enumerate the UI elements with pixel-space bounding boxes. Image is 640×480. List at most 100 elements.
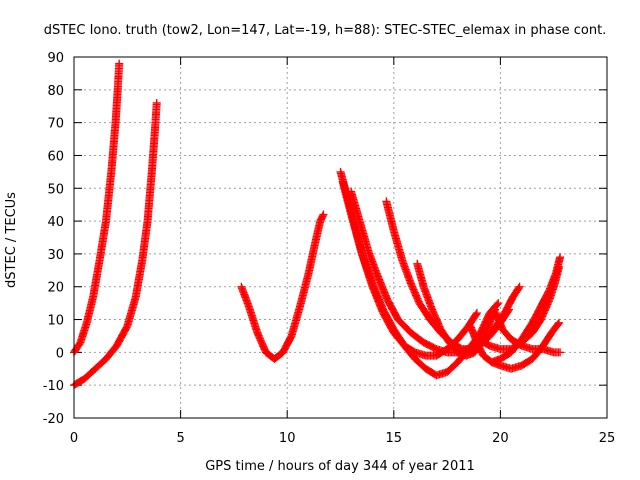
x-tick-label: 0: [70, 431, 78, 446]
marker-trail: [519, 355, 536, 369]
plot-frame: [73, 56, 608, 419]
marker-trail: [379, 307, 398, 332]
marker-trail: [95, 218, 110, 263]
marker-trail: [446, 339, 461, 356]
series-3: [237, 210, 328, 363]
marker-trail: [444, 359, 461, 375]
marker-trail: [356, 218, 372, 254]
data-point: [319, 210, 328, 219]
marker-trail: [390, 228, 406, 263]
marker-trail: [147, 126, 159, 175]
marker-trail: [92, 356, 109, 372]
marker-trail: [271, 349, 286, 362]
marker-trail: [529, 316, 545, 336]
y-tick-label: -10: [43, 379, 64, 394]
marker-trail: [401, 342, 419, 362]
marker-trail: [407, 280, 423, 306]
marker-trail: [499, 326, 514, 343]
y-axis-label: dSTEC / TECUs: [4, 192, 19, 288]
marker-trail: [416, 300, 434, 323]
marker-trail: [539, 329, 555, 349]
marker-trail: [81, 365, 99, 382]
marker-trail: [395, 316, 414, 336]
y-tick-label: 50: [47, 182, 64, 197]
marker-trail: [254, 330, 270, 355]
data-point: [494, 299, 503, 308]
series-2: [70, 98, 161, 390]
y-tick-label: -20: [43, 412, 64, 427]
x-tick-label: 25: [599, 431, 616, 446]
x-tick-labels: 0 5 10 15 20 25: [70, 431, 615, 446]
y-tick-label: 0: [56, 346, 64, 361]
marker-trail: [467, 323, 481, 346]
axis-ticks: [73, 56, 608, 419]
marker-trail: [364, 248, 381, 277]
marker-trail: [123, 294, 140, 329]
marker-trail: [537, 297, 553, 323]
marker-trail: [398, 258, 415, 286]
y-tick-label: 30: [47, 248, 64, 263]
marker-trail: [245, 303, 261, 336]
y-tick-labels: -20 -10 0 10 20 30 40 50 60 70 80 90: [43, 51, 64, 427]
marker-trail: [413, 261, 428, 290]
marker-trail: [311, 218, 324, 247]
x-axis-label: GPS time / hours of day 344 of year 2011: [205, 459, 475, 474]
marker-trail: [347, 212, 366, 257]
marker-trail: [102, 342, 120, 362]
marker-trail: [501, 293, 517, 316]
marker-trail: [552, 254, 564, 277]
x-tick-label: 5: [176, 431, 184, 446]
marker-trail: [518, 320, 536, 342]
y-tick-label: 10: [47, 314, 64, 329]
marker-trail: [279, 333, 295, 355]
marker-trail: [71, 375, 88, 389]
marker-trail: [76, 320, 91, 346]
marker-trail: [428, 307, 445, 332]
y-tick-label: 80: [47, 84, 64, 99]
marker-trail: [476, 336, 493, 349]
data-point: [515, 282, 524, 291]
marker-trail: [412, 356, 429, 372]
x-tick-label: 15: [386, 431, 403, 446]
marker-trail: [369, 280, 387, 313]
data-series: [70, 59, 565, 390]
marker-trail: [508, 336, 525, 356]
marker-trail: [304, 241, 319, 277]
data-point: [555, 318, 564, 327]
marker-trail: [113, 61, 124, 93]
marker-trail: [89, 258, 104, 300]
marker-trail: [497, 349, 514, 363]
marker-trail: [437, 326, 453, 346]
marker-trail: [138, 218, 152, 263]
marker-trail: [510, 284, 523, 300]
series-1: [70, 59, 124, 357]
data-point: [115, 59, 124, 68]
marker-trail: [384, 297, 402, 323]
series-5: [338, 177, 503, 380]
x-tick-label: 10: [279, 431, 296, 446]
marker-trail: [408, 329, 427, 346]
marker-trail: [473, 339, 487, 359]
marker-trail: [529, 303, 545, 326]
y-tick-label: 70: [47, 117, 64, 132]
y-tick-label: 20: [47, 281, 64, 296]
data-point: [472, 308, 481, 317]
data-point: [556, 253, 565, 262]
marker-trail: [113, 323, 131, 349]
marker-trail: [107, 120, 120, 175]
marker-trail: [296, 271, 313, 309]
marker-trail: [492, 310, 506, 332]
series-8: [413, 259, 500, 360]
y-tick-label: 90: [47, 51, 64, 66]
marker-trail: [420, 284, 436, 313]
marker-trail: [475, 310, 494, 339]
marker-trail: [382, 198, 398, 234]
marker-trail: [132, 258, 146, 300]
marker-trail: [529, 342, 547, 362]
marker-trail: [151, 100, 161, 132]
marker-trail: [70, 339, 84, 355]
x-tick-label: 20: [492, 431, 509, 446]
marker-trail: [237, 284, 253, 309]
marker-trail: [339, 179, 355, 217]
